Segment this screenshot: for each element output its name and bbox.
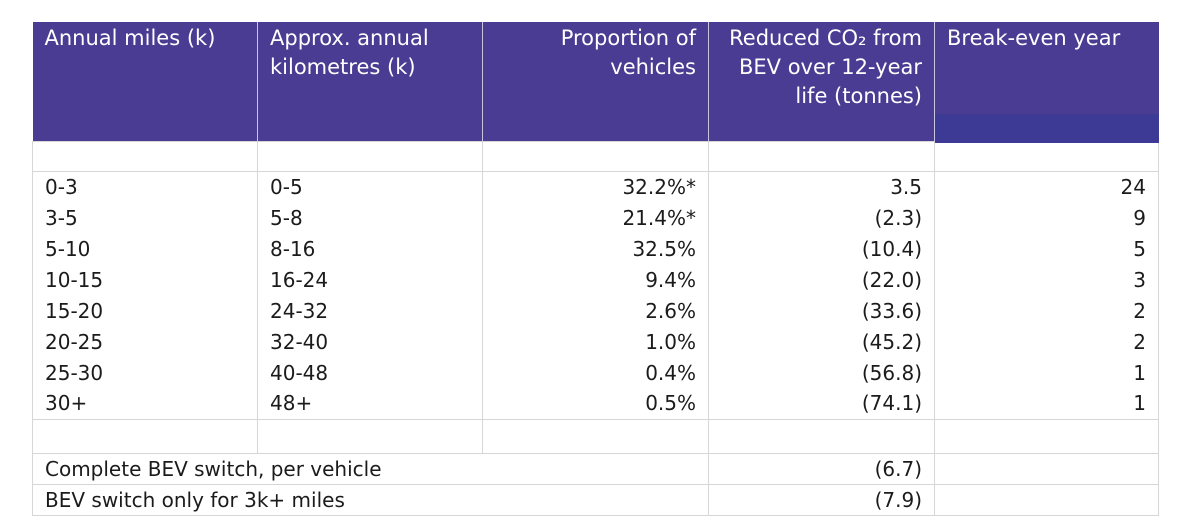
table-row: 3-5 5-8 21.4%* (2.3) 9: [32, 202, 1159, 233]
spacer-cell: [934, 418, 1159, 454]
table-header: Annual miles (k) Approx. annual kilometr…: [32, 22, 1159, 143]
co2-table-container: Annual miles (k) Approx. annual kilometr…: [32, 22, 1159, 516]
cell-reduced-co2: (74.1): [708, 388, 935, 420]
summary-value: (7.9): [708, 483, 935, 516]
cell-annual-km: 24-32: [257, 295, 483, 326]
header-annual-kilometres: Approx. annual kilometres (k): [257, 22, 483, 141]
spacer-cell: [708, 418, 935, 454]
cell-proportion: 32.5%: [482, 233, 709, 264]
table-row: 30+ 48+ 0.5% (74.1) 1: [32, 388, 1159, 420]
summary-row: Complete BEV switch, per vehicle (6.7): [32, 452, 1159, 485]
cell-proportion: 2.6%: [482, 295, 709, 326]
header-break-even-label: Break-even year: [947, 26, 1121, 50]
cell-annual-km: 5-8: [257, 202, 483, 233]
cell-break-even: 1: [934, 357, 1159, 388]
table-row: 10-15 16-24 9.4% (22.0) 3: [32, 264, 1159, 295]
table-row: 15-20 24-32 2.6% (33.6) 2: [32, 295, 1159, 326]
bev-co2-table: Annual miles (k) Approx. annual kilometr…: [32, 22, 1159, 516]
cell-annual-km: 0-5: [257, 170, 483, 202]
summary-empty-cell: [934, 452, 1159, 485]
cell-proportion: 0.5%: [482, 388, 709, 420]
summary-value: (6.7): [708, 452, 935, 485]
spacer-cell: [482, 418, 709, 454]
cell-proportion: 21.4%*: [482, 202, 709, 233]
spacer-row: [32, 140, 1159, 172]
header-reduced-co2: Reduced CO₂ from BEV over 12-year life (…: [708, 22, 935, 141]
cell-reduced-co2: (56.8): [708, 357, 935, 388]
cell-break-even: 9: [934, 202, 1159, 233]
spacer-cell: [32, 418, 258, 454]
header-accent-band: [935, 114, 1159, 143]
summary-label: BEV switch only for 3k+ miles: [32, 483, 709, 516]
cell-break-even: 3: [934, 264, 1159, 295]
table-body: 0-3 0-5 32.2%* 3.5 24 3-5 5-8 21.4%* (2.3) 9 5-10 8…: [32, 140, 1159, 516]
cell-reduced-co2: (10.4): [708, 233, 935, 264]
summary-label: Complete BEV switch, per vehicle: [32, 452, 709, 485]
cell-break-even: 2: [934, 326, 1159, 357]
cell-annual-miles: 0-3: [32, 170, 258, 202]
summary-row: BEV switch only for 3k+ miles (7.9): [32, 483, 1159, 516]
cell-proportion: 32.2%*: [482, 170, 709, 202]
cell-annual-miles: 10-15: [32, 264, 258, 295]
cell-proportion: 0.4%: [482, 357, 709, 388]
cell-break-even: 2: [934, 295, 1159, 326]
table-row: 25-30 40-48 0.4% (56.8) 1: [32, 357, 1159, 388]
cell-annual-km: 32-40: [257, 326, 483, 357]
cell-reduced-co2: (22.0): [708, 264, 935, 295]
header-annual-miles: Annual miles (k): [32, 22, 258, 141]
cell-reduced-co2: (45.2): [708, 326, 935, 357]
table-row: 5-10 8-16 32.5% (10.4) 5: [32, 233, 1159, 264]
cell-annual-km: 40-48: [257, 357, 483, 388]
summary-empty-cell: [934, 483, 1159, 516]
cell-annual-miles: 3-5: [32, 202, 258, 233]
spacer-cell: [257, 418, 483, 454]
table-row: 0-3 0-5 32.2%* 3.5 24: [32, 170, 1159, 202]
cell-reduced-co2: (33.6): [708, 295, 935, 326]
cell-break-even: 1: [934, 388, 1159, 420]
cell-reduced-co2: 3.5: [708, 170, 935, 202]
cell-annual-km: 8-16: [257, 233, 483, 264]
cell-annual-km: 16-24: [257, 264, 483, 295]
cell-proportion: 1.0%: [482, 326, 709, 357]
cell-annual-miles: 20-25: [32, 326, 258, 357]
cell-break-even: 24: [934, 170, 1159, 202]
cell-annual-miles: 5-10: [32, 233, 258, 264]
cell-annual-km: 48+: [257, 388, 483, 420]
cell-reduced-co2: (2.3): [708, 202, 935, 233]
header-break-even: Break-even year: [934, 22, 1159, 143]
cell-annual-miles: 30+: [32, 388, 258, 420]
header-proportion: Proportion of vehicles: [482, 22, 709, 141]
cell-break-even: 5: [934, 233, 1159, 264]
spacer-row: [32, 418, 1159, 454]
cell-annual-miles: 15-20: [32, 295, 258, 326]
cell-proportion: 9.4%: [482, 264, 709, 295]
cell-annual-miles: 25-30: [32, 357, 258, 388]
table-row: 20-25 32-40 1.0% (45.2) 2: [32, 326, 1159, 357]
